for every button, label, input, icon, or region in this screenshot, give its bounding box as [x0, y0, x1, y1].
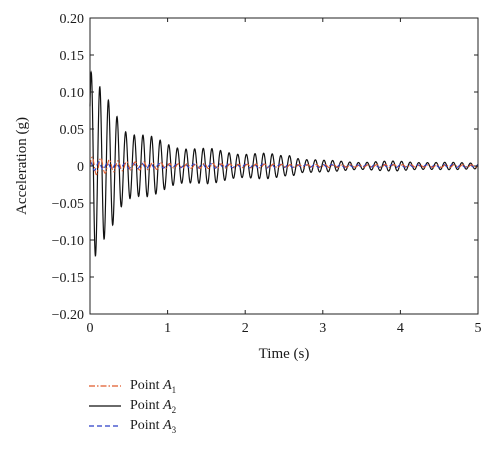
- legend-swatch-a2: [89, 405, 121, 407]
- x-tick-label-4: 4: [397, 321, 404, 336]
- y-tick-label-3: 0.05: [60, 123, 85, 138]
- legend-label-a1: Point A1: [130, 378, 176, 395]
- y-tick-label-2: 0.10: [60, 86, 85, 101]
- x-tick-label-5: 5: [475, 321, 482, 336]
- x-tick-label-1: 1: [164, 321, 171, 336]
- y-tick-label-5: −0.05: [52, 197, 84, 212]
- x-axis-label: Time (s): [259, 346, 310, 362]
- series-line-a2: [89, 70, 479, 257]
- legend-label-a1-symbol: A: [163, 377, 172, 393]
- legend-label-a1-prefix: Point: [130, 377, 164, 393]
- legend-label-a2-prefix: Point: [130, 397, 164, 413]
- legend-label-a3: Point A3: [130, 418, 176, 435]
- legend-item-point-a3: Point A3: [88, 416, 176, 436]
- series-line-a1: [89, 156, 479, 176]
- legend-item-point-a1: Point A1: [88, 376, 176, 396]
- legend-swatch-a3: [89, 425, 121, 427]
- y-tick-label-0: 0.20: [60, 12, 85, 27]
- legend-label-a2-symbol: A: [163, 397, 172, 413]
- series-layer: [89, 70, 479, 257]
- legend-label-a2: Point A2: [130, 398, 176, 415]
- ticks-layer: 0 1 2 3 4 5 0.20 0.15 0.10 0.05 0 −0.05 −0.10 −0.15 −0…: [52, 12, 482, 336]
- x-tick-label-2: 2: [242, 321, 249, 336]
- y-tick-label-4: 0: [77, 160, 84, 175]
- y-tick-label-6: −0.10: [52, 234, 84, 249]
- legend-label-a2-subscript: 2: [171, 404, 177, 415]
- x-tick-label-0: 0: [87, 321, 94, 336]
- legend-label-a3-prefix: Point: [130, 417, 164, 433]
- legend-label-a3-subscript: 3: [171, 424, 177, 435]
- series-line-a3: [89, 161, 479, 171]
- legend-item-point-a2: Point A2: [88, 396, 176, 416]
- x-tick-label-3: 3: [319, 321, 326, 336]
- legend-label-a3-symbol: A: [163, 417, 172, 433]
- legend-label-a1-subscript: 1: [171, 384, 177, 395]
- y-tick-label-7: −0.15: [52, 271, 84, 286]
- y-axis-label: Acceleration (g): [14, 117, 30, 215]
- legend: Point A1 Point A2 Point A3: [88, 376, 176, 436]
- y-tick-label-1: 0.15: [60, 49, 85, 64]
- y-tick-label-8: −0.20: [52, 308, 84, 323]
- legend-swatch-a1: [89, 385, 121, 387]
